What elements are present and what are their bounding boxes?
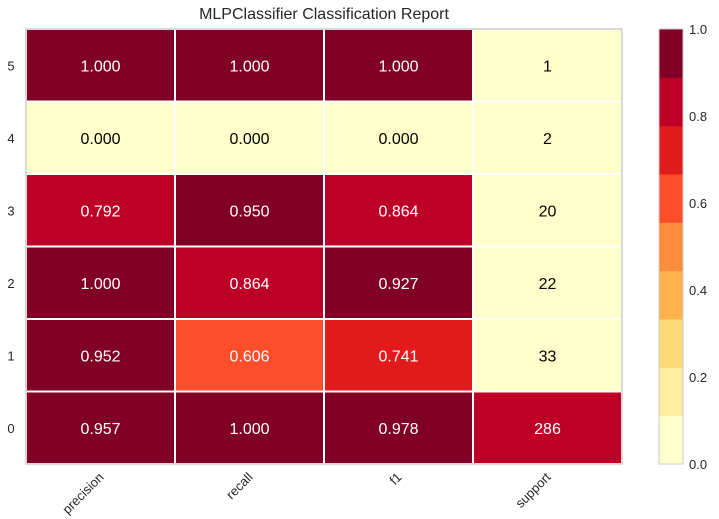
cell-label: 0.864 bbox=[378, 203, 418, 220]
colorbar-tick-label: 1.0 bbox=[689, 22, 707, 37]
heatmap-cell bbox=[25, 173, 176, 248]
colorbar-border bbox=[658, 28, 684, 465]
colorbar-segment bbox=[659, 270, 683, 320]
heatmap-cell bbox=[472, 100, 623, 175]
cell-label: 0.000 bbox=[229, 131, 269, 148]
colorbar-segment bbox=[659, 29, 683, 78]
cell-label: 1.000 bbox=[378, 58, 418, 75]
y-tick-label: 5 bbox=[7, 58, 14, 73]
cell-label: 0.927 bbox=[378, 276, 418, 293]
cell-label: 0.864 bbox=[229, 276, 269, 293]
heatmap-cell bbox=[174, 390, 325, 465]
cell-label: 286 bbox=[534, 421, 561, 438]
colorbar-tick-label: 0.2 bbox=[689, 370, 707, 385]
colorbar-tick-label: 0.4 bbox=[689, 283, 707, 298]
cell-label: 1.000 bbox=[229, 421, 269, 438]
colorbar-segment bbox=[659, 77, 683, 127]
cell-label: 0.950 bbox=[229, 203, 269, 220]
cell-label: 0.000 bbox=[378, 131, 418, 148]
x-tick-label: f1 bbox=[386, 470, 404, 488]
heatmap-cell bbox=[323, 318, 474, 393]
y-tick-label: 3 bbox=[7, 203, 14, 218]
x-tick-label: recall bbox=[223, 469, 256, 502]
cell-label: 33 bbox=[539, 348, 557, 365]
colorbar-tick-label: 0.0 bbox=[689, 457, 707, 472]
heatmap-cell bbox=[323, 173, 474, 248]
colorbar-tick-label: 0.8 bbox=[689, 109, 707, 124]
colorbar-segment bbox=[659, 222, 683, 272]
cell-label: 1.000 bbox=[80, 58, 120, 75]
colorbar-segment bbox=[659, 367, 683, 417]
y-tick-label: 1 bbox=[7, 348, 14, 363]
chart-title: MLPClassifier Classification Report bbox=[199, 6, 449, 23]
cell-label: 0.741 bbox=[378, 348, 418, 365]
cell-label: 0.606 bbox=[229, 348, 269, 365]
heatmap-cell bbox=[472, 173, 623, 248]
cell-label: 0.978 bbox=[378, 421, 418, 438]
cell-label: 2 bbox=[543, 131, 552, 148]
heatmap-cell bbox=[472, 390, 623, 465]
cell-label: 0.792 bbox=[80, 203, 120, 220]
y-tick-label: 2 bbox=[7, 276, 14, 291]
y-tick-label: 0 bbox=[7, 421, 14, 436]
cell-label: 1.000 bbox=[229, 58, 269, 75]
heatmap-cell bbox=[323, 245, 474, 320]
y-tick-label: 4 bbox=[7, 131, 14, 146]
cell-label: 22 bbox=[539, 276, 557, 293]
x-tick-label: precision bbox=[59, 470, 106, 517]
cell-label: 20 bbox=[539, 203, 557, 220]
heatmap-cell bbox=[323, 100, 474, 175]
colorbar-tick-label: 0.6 bbox=[689, 196, 707, 211]
colorbar-segment bbox=[659, 319, 683, 368]
heatmap-cell bbox=[174, 100, 325, 175]
heatmap-cell bbox=[174, 318, 325, 393]
cell-label: 1 bbox=[543, 58, 552, 75]
colorbar-segment bbox=[659, 174, 683, 223]
cell-label: 0.957 bbox=[80, 421, 120, 438]
colorbar-segment bbox=[659, 415, 683, 465]
x-tick-label: support bbox=[512, 469, 554, 511]
plot-border bbox=[25, 28, 623, 465]
cell-label: 1.000 bbox=[80, 276, 120, 293]
cell-label: 0.952 bbox=[80, 348, 120, 365]
heatmap-cell bbox=[25, 100, 176, 175]
colorbar-segment bbox=[659, 125, 683, 175]
heatmap-cell bbox=[174, 245, 325, 320]
heatmap-cell bbox=[25, 245, 176, 320]
cell-label: 0.000 bbox=[80, 131, 120, 148]
